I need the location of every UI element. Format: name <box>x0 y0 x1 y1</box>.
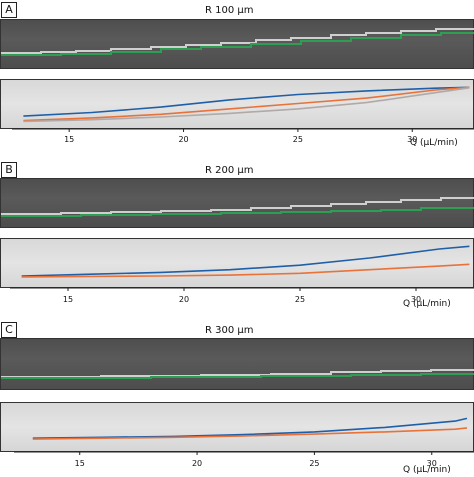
series-line-0 <box>21 245 470 277</box>
channel-image-b <box>0 178 474 228</box>
x-tick-label: 25 <box>293 135 303 144</box>
series-line-1 <box>23 86 470 122</box>
flow-front-overlay-b <box>1 197 474 217</box>
flow-front-overlay-c <box>1 369 474 379</box>
x-tick-label: 20 <box>178 135 188 144</box>
series-line-1 <box>21 263 470 278</box>
channel-image-a <box>0 19 474 69</box>
series-line-0 <box>23 86 470 117</box>
flow-front-overlay-a <box>1 28 474 56</box>
x-tick-label: 30 <box>407 135 417 144</box>
series-line-2 <box>23 87 470 123</box>
x-tick-label: 20 <box>179 295 189 304</box>
panel-letter-b: B <box>1 162 17 178</box>
x-axis-label: Q (μL/min) <box>403 465 451 475</box>
x-tick-label: 15 <box>64 135 74 144</box>
panel-title-b: R 200 μm <box>205 165 254 176</box>
x-axis-label: Q (μL/min) <box>410 138 458 148</box>
panel-letter-c: C <box>1 322 17 338</box>
x-tick-label: 20 <box>192 459 202 468</box>
x-tick-label: 25 <box>309 459 319 468</box>
x-tick-label: 25 <box>295 295 305 304</box>
panel-letter-a: A <box>1 2 17 18</box>
series-line-0 <box>32 417 468 439</box>
x-tick-label: 30 <box>427 459 437 468</box>
x-tick-label: 15 <box>63 295 73 304</box>
x-axis-label: Q (μL/min) <box>403 299 451 309</box>
channel-image-c <box>0 338 474 390</box>
series-line-1 <box>32 427 468 440</box>
x-tick-label: 30 <box>411 295 421 304</box>
x-tick-label: 15 <box>75 459 85 468</box>
panel-title-c: R 300 μm <box>205 325 254 336</box>
panel-title-a: R 100 μm <box>205 5 254 16</box>
